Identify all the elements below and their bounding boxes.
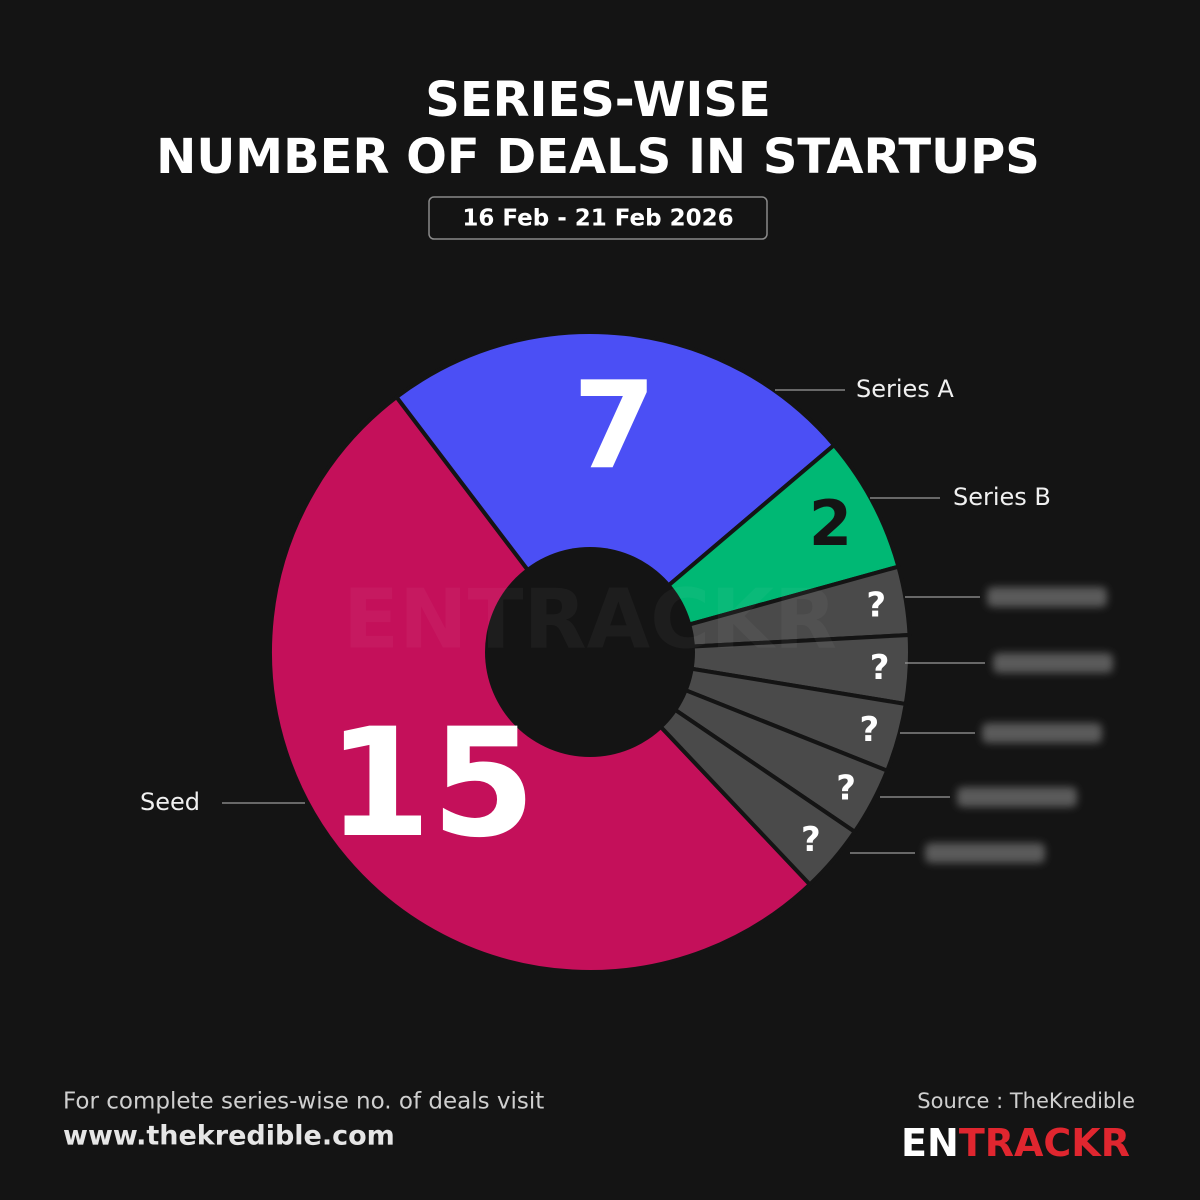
chart-title: NUMBER OF DEALS IN STARTUPS xyxy=(156,129,1040,185)
slice-name: Seed xyxy=(140,788,200,816)
value-label: ? xyxy=(859,710,879,750)
blurred-name xyxy=(993,653,1113,673)
donut-hole xyxy=(485,547,695,757)
source: Source : TheKredible xyxy=(917,1089,1135,1113)
date-box xyxy=(428,196,768,240)
donut-slice xyxy=(393,330,837,655)
blurred-name xyxy=(957,787,1077,807)
footer-link: www.thekredible.com xyxy=(63,1121,395,1152)
value-label: ? xyxy=(870,648,890,688)
donut-chart: ENTRACKR 15 Seed 7 Series A 2 Series B????? xyxy=(140,330,1113,974)
slice-name: Series A xyxy=(856,375,954,403)
chart-title: SERIES-WISE xyxy=(425,72,770,128)
value-label: ? xyxy=(801,820,821,860)
value-label: ? xyxy=(866,586,886,626)
value-label: ? xyxy=(836,768,856,808)
watermark: ENTRACKR xyxy=(343,572,837,667)
value-label: 7 xyxy=(573,357,657,496)
footer-note: For complete series-wise no. of deals vi… xyxy=(63,1089,544,1115)
value-label: 15 xyxy=(327,697,536,871)
blurred-name xyxy=(925,843,1045,863)
value-label: 2 xyxy=(809,487,852,560)
blurred-name xyxy=(987,587,1107,607)
brand-logo: ENTRACKR xyxy=(901,1121,1130,1165)
slice-name: Series B xyxy=(953,483,1051,511)
date-range: 16 Feb - 21 Feb 2026 xyxy=(462,206,733,232)
blurred-name xyxy=(982,723,1102,743)
